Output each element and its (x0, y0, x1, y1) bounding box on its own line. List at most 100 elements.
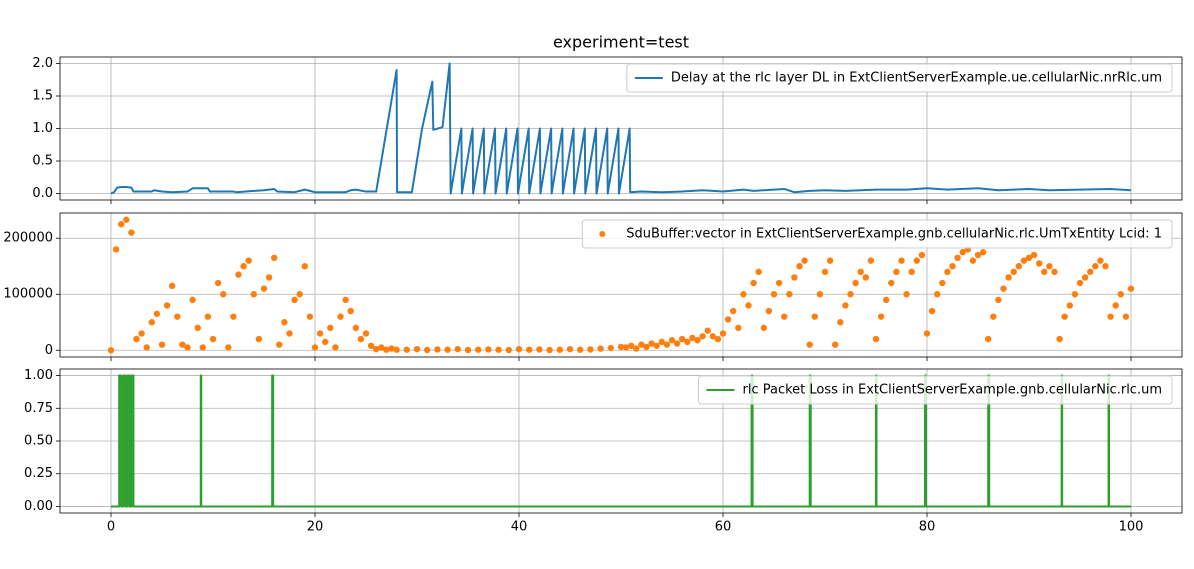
data-point (1005, 274, 1012, 281)
data-point (959, 249, 966, 256)
data-point (485, 346, 492, 353)
data-point (373, 345, 380, 353)
data-point (898, 257, 905, 264)
data-point (107, 347, 115, 354)
data-point (699, 333, 706, 340)
data-point (801, 257, 808, 264)
data-point (352, 324, 359, 332)
data-point (903, 291, 910, 298)
legend: SduBuffer:vector in ExtClientServerExamp… (581, 219, 1173, 249)
data-point (281, 319, 288, 326)
data-point (949, 263, 956, 270)
data-point (475, 346, 482, 353)
data-point (133, 335, 140, 343)
data-point (1030, 251, 1038, 259)
data-point (296, 291, 303, 298)
data-point (179, 341, 186, 348)
data-point (862, 274, 869, 281)
data-point (842, 302, 849, 309)
data-point (383, 346, 390, 353)
legend-label: Delay at the rlc layer DL in ExtClientSe… (671, 71, 1162, 86)
data-point (877, 313, 885, 320)
data-point (505, 346, 512, 354)
data-point (852, 279, 859, 287)
data-point (337, 313, 344, 320)
data-point (1020, 257, 1028, 264)
data-point (750, 279, 757, 287)
data-point (235, 271, 242, 278)
data-point (1107, 313, 1114, 320)
data-point (745, 302, 752, 309)
data-point (847, 291, 854, 298)
data-point (867, 257, 875, 264)
data-point (413, 345, 421, 353)
data-point (913, 257, 920, 264)
data-point (714, 335, 722, 343)
data-point (1061, 313, 1068, 320)
data-point (316, 330, 324, 337)
data-point (1056, 335, 1063, 343)
legend-frame (581, 219, 1173, 249)
data-point (796, 263, 803, 270)
data-point (969, 257, 977, 264)
data-point (1127, 285, 1135, 292)
data-point (403, 346, 410, 353)
data-point (821, 268, 829, 276)
data-point (378, 344, 385, 351)
y-tick-label: 100000 (3, 287, 53, 302)
data-point (189, 296, 196, 304)
data-point (883, 296, 890, 304)
data-point (225, 344, 232, 351)
data-point (648, 340, 655, 347)
data-point (112, 246, 120, 253)
legend-frame (626, 63, 1173, 93)
data-point (918, 251, 926, 259)
data-point (138, 330, 145, 337)
data-point (760, 324, 767, 332)
data-point (939, 279, 946, 287)
axes-frame (59, 212, 1183, 358)
legend-frame (698, 375, 1173, 405)
axes-frame (59, 368, 1183, 514)
data-point (388, 345, 395, 352)
data-point (826, 257, 834, 264)
data-point (740, 291, 747, 298)
data-point (597, 345, 604, 352)
data-point (1092, 263, 1099, 270)
y-tick-label: 2.0 (32, 56, 53, 71)
data-point (286, 330, 293, 337)
data-point (673, 340, 681, 347)
axes-frame (59, 56, 1183, 201)
data-point (174, 313, 181, 320)
x-tick-label: 100 (1119, 520, 1144, 535)
data-point (143, 344, 150, 351)
x-tick-label: 60 (715, 520, 732, 535)
data-point (158, 341, 166, 348)
data-point (607, 344, 614, 352)
data-point (663, 341, 671, 348)
data-point (724, 316, 732, 323)
data-point (944, 268, 951, 276)
data-point (689, 334, 696, 342)
data-point (556, 346, 563, 353)
data-point (622, 344, 630, 351)
data-point (123, 216, 130, 223)
data-point (1097, 257, 1104, 264)
data-point (301, 263, 308, 270)
x-tick-label: 80 (919, 520, 936, 535)
plot-area (110, 62, 1132, 195)
y-tick-label: 0.75 (24, 401, 53, 416)
data-point (357, 335, 365, 343)
legend-marker (599, 231, 606, 237)
data-point (536, 346, 543, 353)
data-point (1025, 254, 1033, 262)
data-point (276, 341, 283, 348)
data-point (444, 346, 451, 353)
data-point (250, 291, 257, 298)
data-point (194, 324, 201, 332)
data-point (684, 338, 691, 346)
data-point (1046, 263, 1053, 270)
data-point (454, 345, 461, 353)
y-tick-label: 1.00 (24, 368, 53, 383)
